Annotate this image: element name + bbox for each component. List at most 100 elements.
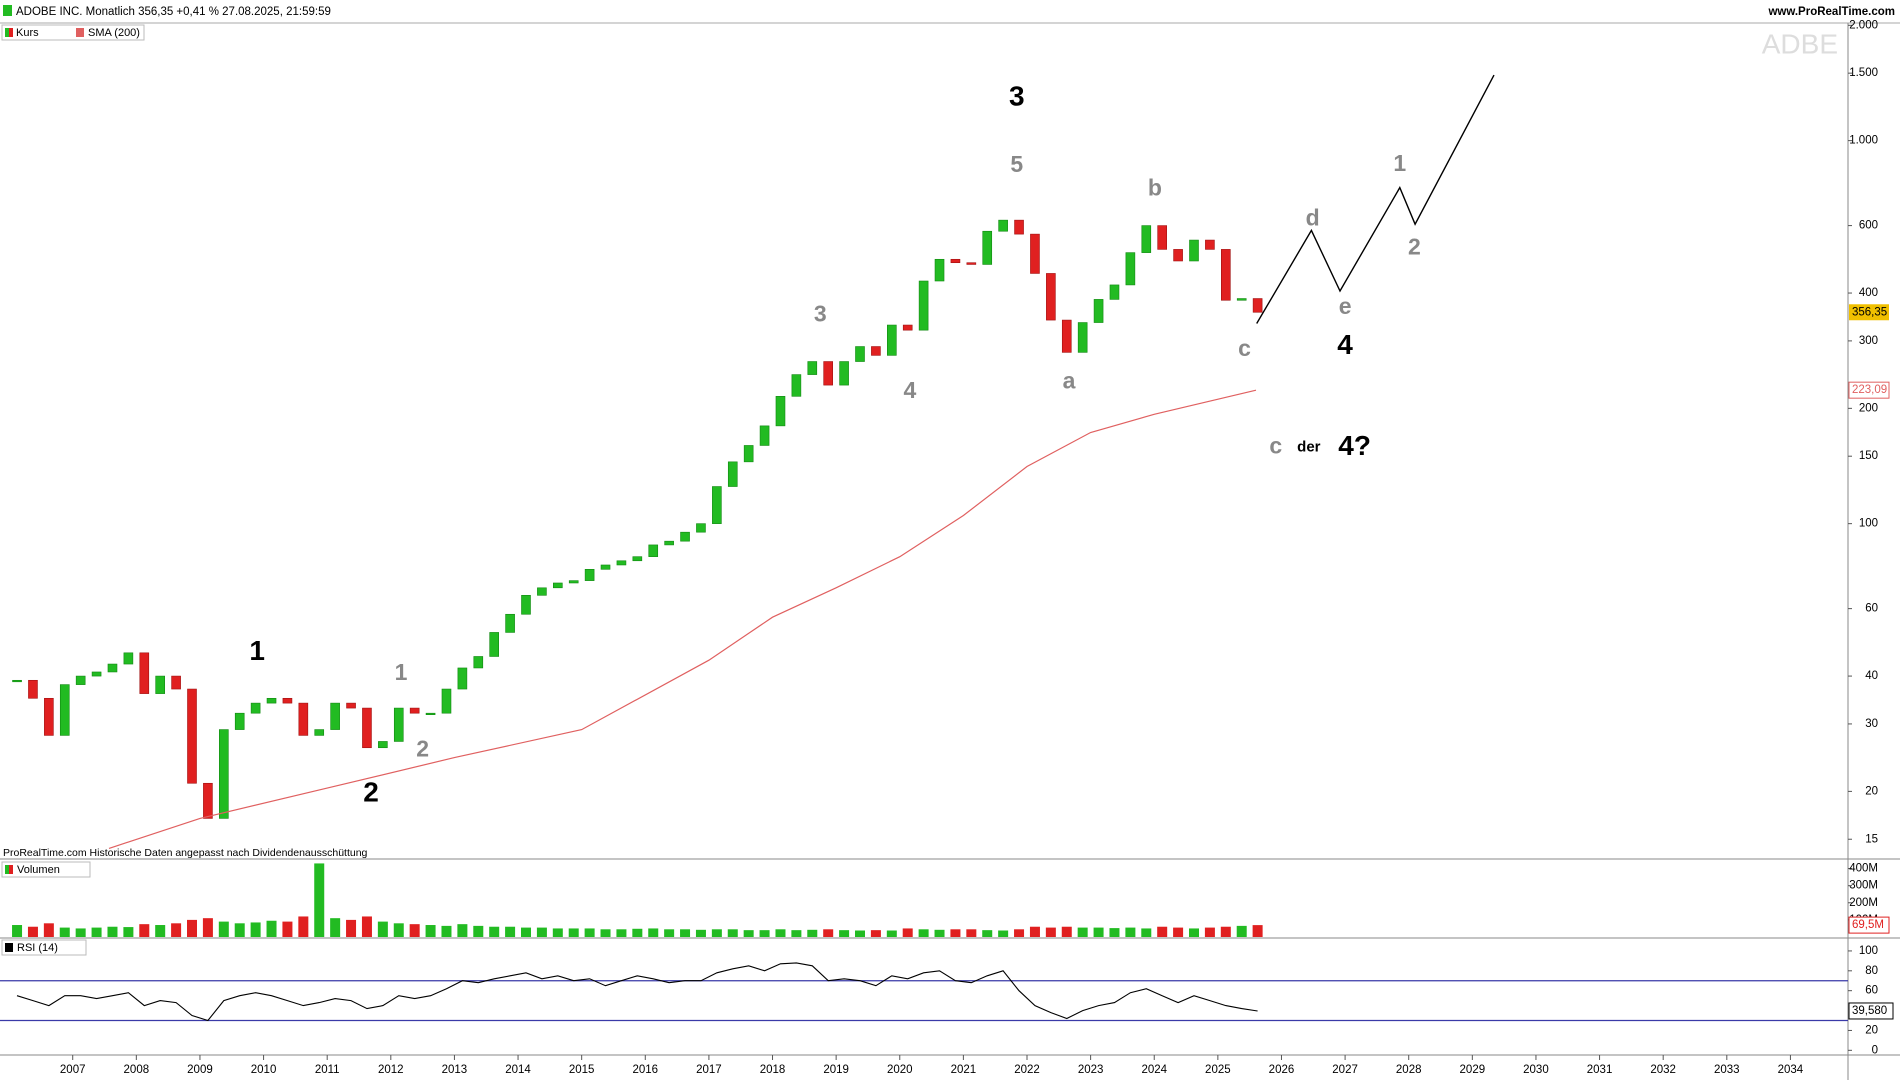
last-volume-box: [1848, 916, 1890, 934]
last-rsi-label: 39,580: [1852, 1005, 1887, 1017]
volume-bar: [950, 929, 961, 937]
legend-swatch-up: [5, 865, 9, 874]
y-tick-label: 0: [1872, 1044, 1878, 1056]
wave-label: 4: [904, 377, 917, 403]
volume-bar: [107, 926, 118, 937]
candle: [823, 361, 833, 386]
legend-swatch-up: [5, 28, 9, 37]
wave-label: a: [1063, 367, 1076, 393]
candle: [489, 632, 499, 657]
wave-label: 2: [363, 776, 379, 807]
volume-bar: [457, 924, 468, 937]
y-tick-label: 30: [1865, 718, 1878, 730]
x-tick-label: 2015: [569, 1064, 595, 1076]
sma-value-label: 223,09: [1852, 384, 1887, 396]
candle: [378, 741, 388, 749]
legend-swatch-sma: [76, 28, 84, 37]
candle: [1014, 219, 1024, 235]
candle: [950, 258, 961, 264]
candle: [855, 346, 865, 362]
candle: [1109, 284, 1120, 300]
volume-bar: [1204, 927, 1215, 937]
wave-label: c: [1269, 433, 1282, 459]
candle: [998, 219, 1008, 232]
volume-bar: [12, 925, 23, 937]
candle: [553, 582, 563, 589]
wave-label: d: [1306, 205, 1320, 231]
legend-label: Volumen: [17, 864, 60, 876]
candle: [123, 652, 134, 665]
wave-label: 1: [249, 635, 265, 666]
legend-box: [1, 24, 145, 41]
candle: [807, 361, 818, 375]
candle: [44, 697, 54, 736]
candle: [59, 684, 70, 736]
x-tick-label: 2028: [1396, 1064, 1422, 1076]
volume-bar: [218, 921, 229, 937]
x-tick-label: 2022: [1014, 1064, 1040, 1076]
candle: [1077, 322, 1088, 353]
y-tick-label: 60: [1865, 985, 1878, 997]
volume-bar: [982, 930, 993, 937]
wave-label: 1: [1393, 150, 1406, 176]
x-tick-label: 2018: [760, 1064, 786, 1076]
candle: [1189, 239, 1199, 262]
x-tick-label: 2033: [1714, 1064, 1740, 1076]
watermark: ADBE: [1762, 28, 1838, 59]
volume-bar: [1061, 926, 1072, 937]
candle: [934, 258, 945, 282]
candle: [982, 230, 993, 265]
candle: [600, 564, 611, 570]
volume-bar: [727, 929, 738, 937]
x-tick-label: 2010: [251, 1064, 277, 1076]
x-tick-label: 2030: [1523, 1064, 1549, 1076]
candle: [966, 262, 977, 265]
volume-bar: [839, 930, 850, 937]
volume-bar: [1125, 927, 1136, 937]
volume-bar: [473, 925, 484, 937]
y-tick-label: 600: [1859, 220, 1878, 232]
candle: [1030, 233, 1040, 274]
candle: [409, 707, 420, 714]
wave-label: 1: [395, 659, 408, 685]
candle: [1221, 249, 1231, 301]
volume-bar: [616, 929, 627, 937]
volume-bar: [505, 926, 516, 937]
candle: [775, 396, 786, 427]
wave-label: 3: [814, 300, 827, 326]
x-tick-label: 2014: [505, 1064, 531, 1076]
volume-bar: [361, 916, 372, 937]
volume-bar: [966, 929, 977, 937]
volume-bar: [282, 921, 293, 937]
x-tick-label: 2011: [315, 1064, 340, 1076]
y-tick-label: 40: [1865, 670, 1878, 682]
candle: [28, 679, 38, 699]
candle: [759, 425, 770, 446]
candle: [521, 595, 531, 615]
x-tick-label: 2008: [124, 1064, 150, 1076]
y-tick-label: 400M: [1849, 863, 1878, 875]
wave-label: e: [1339, 293, 1352, 319]
legend-label: RSI (14): [17, 942, 58, 954]
candle: [616, 560, 627, 566]
x-tick-label: 2013: [442, 1064, 468, 1076]
volume-bar: [202, 918, 213, 937]
x-tick-label: 2027: [1332, 1064, 1358, 1076]
volume-bar: [314, 863, 325, 937]
volume-bar: [187, 919, 198, 937]
x-tick-label: 2026: [1269, 1064, 1295, 1076]
candle: [219, 729, 229, 819]
x-tick-label: 2020: [887, 1064, 913, 1076]
volume-bar: [934, 929, 945, 937]
volume-bar: [346, 919, 357, 937]
volume-bar: [552, 928, 563, 937]
x-tick-label: 2023: [1078, 1064, 1104, 1076]
candle: [918, 280, 929, 331]
candle: [584, 569, 595, 581]
candle: [393, 707, 404, 742]
candle: [791, 374, 802, 397]
x-tick-label: 2034: [1778, 1064, 1804, 1076]
volume-bar: [680, 929, 691, 937]
volume-bar: [91, 927, 102, 937]
candle: [664, 540, 674, 546]
